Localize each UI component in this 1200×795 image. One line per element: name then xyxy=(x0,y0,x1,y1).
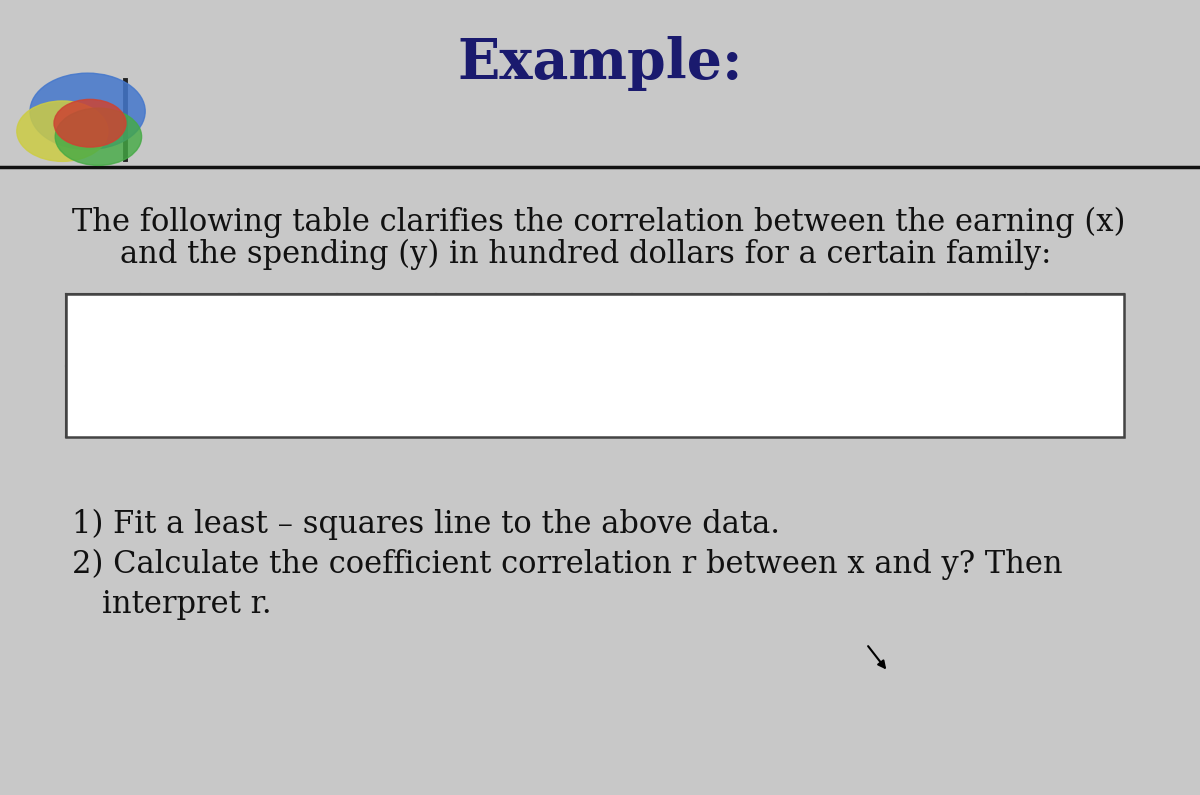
Text: 10: 10 xyxy=(662,315,701,345)
Text: 8: 8 xyxy=(1066,386,1085,417)
Text: 10: 10 xyxy=(958,386,996,417)
Text: 8: 8 xyxy=(574,386,593,417)
Text: 11: 11 xyxy=(958,315,996,345)
Text: 4: 4 xyxy=(278,386,298,417)
Text: 8: 8 xyxy=(770,386,790,417)
Text: 9: 9 xyxy=(574,315,593,345)
Text: interpret r.: interpret r. xyxy=(102,589,271,619)
Text: Example:: Example: xyxy=(457,36,743,91)
Text: 6: 6 xyxy=(672,386,691,417)
Text: 5: 5 xyxy=(180,386,199,417)
Text: The following table clarifies the correlation between the earning (x): The following table clarifies the correl… xyxy=(72,207,1126,238)
Text: and the spending (y) in hundred dollars for a certain family:: and the spending (y) in hundred dollars … xyxy=(120,238,1051,270)
Text: x: x xyxy=(95,315,112,345)
Text: 2) Calculate the coefficient correlation r between x and y? Then: 2) Calculate the coefficient correlation… xyxy=(72,549,1063,580)
Text: y: y xyxy=(95,386,112,417)
Text: 5: 5 xyxy=(377,386,396,417)
Text: 1) Fit a least – squares line to the above data.: 1) Fit a least – squares line to the abo… xyxy=(72,509,780,541)
Text: 6: 6 xyxy=(475,315,494,345)
Text: 4: 4 xyxy=(278,315,298,345)
Text: 9: 9 xyxy=(1066,315,1085,345)
Text: 5: 5 xyxy=(475,386,494,417)
Text: 5: 5 xyxy=(180,315,199,345)
Text: 5: 5 xyxy=(377,315,396,345)
Text: 11: 11 xyxy=(859,386,898,417)
Text: 9: 9 xyxy=(770,315,790,345)
Text: 12: 12 xyxy=(859,315,898,345)
